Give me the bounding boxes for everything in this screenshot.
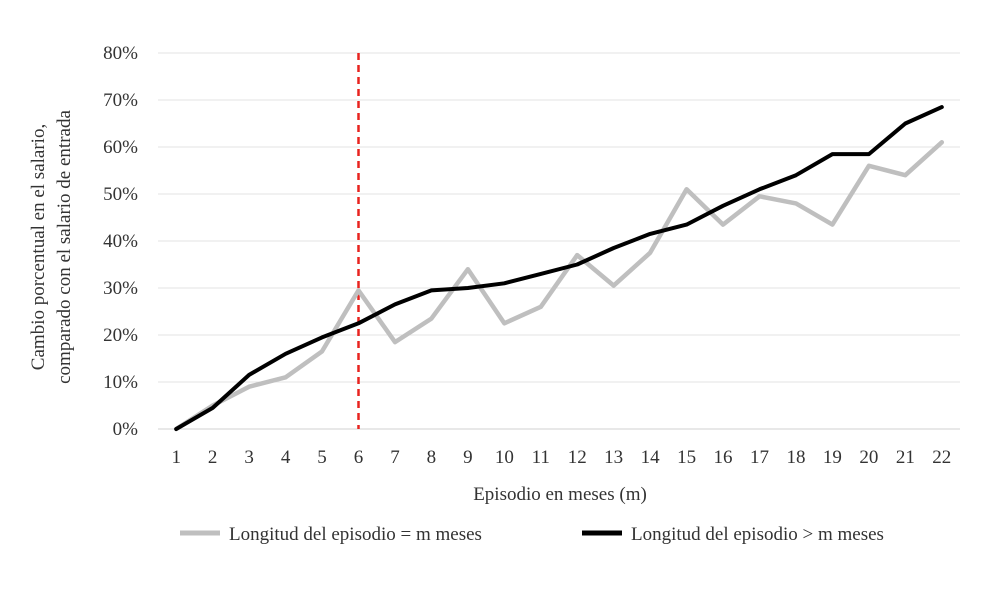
x-tick-label: 16 bbox=[714, 447, 733, 468]
x-tick-label: 9 bbox=[463, 447, 473, 468]
y-tick-label: 60% bbox=[103, 137, 138, 158]
series-line-2 bbox=[174, 105, 944, 431]
x-tick-label: 10 bbox=[495, 447, 514, 468]
x-tick-label: 21 bbox=[896, 447, 915, 468]
x-axis-ticks: 1 2 3 4 5 6 7 8 9 10 11 12 13 14 15 16 17 18 19 20 21 22 bbox=[171, 447, 951, 468]
x-tick-label: 8 bbox=[427, 447, 437, 468]
x-tick-label: 22 bbox=[932, 447, 951, 468]
y-tick-label: 30% bbox=[103, 278, 138, 299]
x-tick-label: 7 bbox=[390, 447, 400, 468]
y-axis-title-line-2: comparado con el salario de entrada bbox=[54, 110, 75, 384]
x-tick-label: 17 bbox=[750, 447, 769, 468]
x-tick-label: 3 bbox=[244, 447, 254, 468]
x-tick-label: 4 bbox=[281, 447, 291, 468]
x-tick-label: 19 bbox=[823, 447, 842, 468]
x-tick-label: 13 bbox=[604, 447, 623, 468]
y-tick-label: 70% bbox=[103, 90, 138, 111]
x-tick-label: 5 bbox=[317, 447, 327, 468]
y-tick-label: 20% bbox=[103, 325, 138, 346]
x-tick-label: 14 bbox=[641, 447, 661, 468]
x-tick-label: 12 bbox=[568, 447, 587, 468]
y-tick-label: 10% bbox=[103, 372, 138, 393]
x-tick-label: 20 bbox=[859, 447, 878, 468]
x-tick-label: 15 bbox=[677, 447, 696, 468]
y-tick-label: 50% bbox=[103, 184, 138, 205]
x-tick-label: 2 bbox=[208, 447, 218, 468]
x-tick-label: 6 bbox=[354, 447, 364, 468]
y-tick-label: 0% bbox=[113, 419, 139, 440]
legend-label-2: Longitud del episodio > m meses bbox=[631, 524, 884, 545]
x-tick-label: 11 bbox=[532, 447, 550, 468]
series-lines bbox=[173, 105, 945, 432]
series-line-1 bbox=[173, 140, 945, 432]
x-tick-label: 18 bbox=[786, 447, 805, 468]
legend: Longitud del episodio = m meses Longitud … bbox=[180, 524, 884, 545]
gridlines bbox=[158, 52, 960, 430]
legend-label-1: Longitud del episodio = m meses bbox=[229, 524, 482, 545]
y-tick-label: 40% bbox=[103, 231, 138, 252]
y-axis-title-line-1: Cambio porcentual en el salario, bbox=[28, 124, 49, 370]
x-tick-label: 1 bbox=[171, 447, 181, 468]
y-tick-label: 80% bbox=[103, 43, 138, 64]
x-axis-title: Episodio en meses (m) bbox=[473, 484, 647, 505]
y-axis-ticks: 0% 10% 20% 30% 40% 50% 60% 70% 80% bbox=[103, 43, 138, 440]
